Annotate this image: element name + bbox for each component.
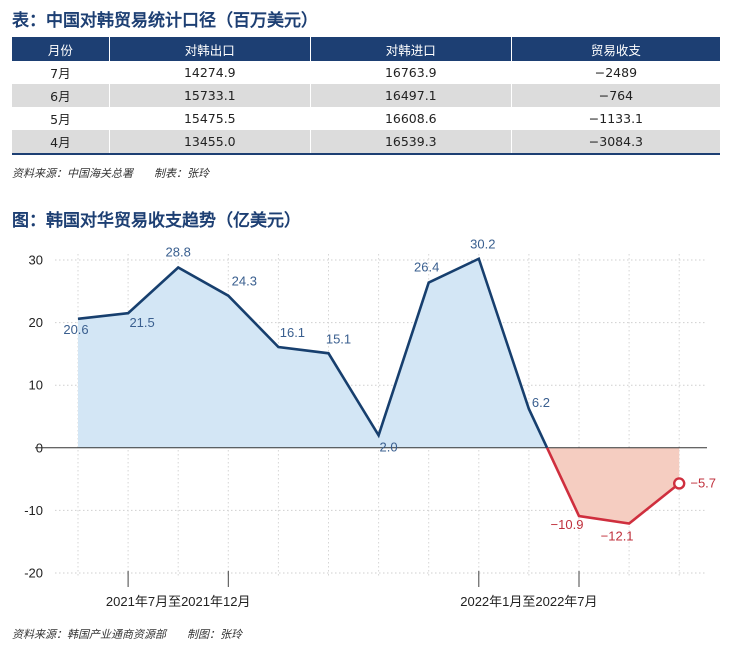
- negative-series-line: [545, 447, 681, 525]
- data-label: 15.1: [326, 331, 351, 346]
- cell-export: 15733.1: [108, 84, 311, 107]
- table-row: 7月 14274.9 16763.9 −2489: [12, 61, 720, 84]
- data-label: 28.8: [166, 245, 191, 260]
- cell-export: 15475.5: [108, 107, 311, 130]
- data-label: −10.9: [551, 517, 584, 532]
- cell-month: 6月: [12, 84, 110, 107]
- negative-area: [547, 447, 680, 524]
- data-label: −5.7: [690, 475, 716, 490]
- cell-balance: −764: [510, 84, 720, 107]
- y-tick-label: -20: [24, 566, 43, 581]
- chart-title: 图：韩国对华贸易收支趋势（亿美元）: [12, 211, 301, 231]
- cell-import: 16763.9: [309, 61, 512, 84]
- y-tick-label: 20: [29, 315, 43, 330]
- data-label: 2.0: [380, 439, 398, 454]
- table-title: 表：中国对韩贸易统计口径（百万美元）: [12, 11, 318, 31]
- positive-area: [78, 258, 548, 448]
- table-source-note: 资料来源：中国海关总署 制表：张玲: [12, 167, 209, 180]
- chart-source-note: 资料来源：韩国产业通商资源部 制图：张玲: [12, 628, 242, 641]
- data-label: 20.6: [63, 322, 88, 337]
- cell-balance: −1133.1: [510, 107, 720, 130]
- data-label: 6.2: [532, 395, 550, 410]
- data-label: −12.1: [601, 529, 634, 544]
- table-row: 6月 15733.1 16497.1 −764: [12, 84, 720, 107]
- y-tick-label: -10: [24, 503, 43, 518]
- header-balance: 贸易收支: [510, 37, 720, 61]
- data-label: 30.2: [470, 237, 495, 252]
- table-row: 4月 13455.0 16539.3 −3084.3: [12, 130, 720, 155]
- cell-month: 7月: [50, 66, 71, 81]
- table-header-row: 月份 对韩出口 对韩进口 贸易收支: [12, 37, 720, 61]
- cell-import: 16608.6: [309, 107, 512, 130]
- series-end-marker: [673, 477, 686, 490]
- header-export: 对韩出口: [108, 37, 311, 61]
- y-tick-label: 30: [29, 253, 43, 268]
- cell-import: 16539.3: [309, 130, 512, 155]
- cell-export: 14274.9: [108, 61, 311, 84]
- y-tick-label: 10: [29, 378, 43, 393]
- cell-month: 5月: [50, 112, 71, 127]
- table-row: 5月 15475.5 16608.6 −1133.1: [12, 107, 720, 130]
- header-month: 月份: [12, 37, 110, 61]
- data-label: 21.5: [129, 315, 154, 330]
- cell-import: 16497.1: [309, 84, 512, 107]
- x-group-label: 2022年1月至2022年7月: [460, 594, 597, 609]
- header-import: 对韩进口: [309, 37, 512, 61]
- x-group-label: 2021年7月至2021年12月: [106, 594, 251, 609]
- data-label: 16.1: [280, 325, 305, 340]
- cell-month: 4月: [12, 130, 110, 155]
- data-label: 24.3: [232, 274, 257, 289]
- cell-export: 13455.0: [108, 130, 311, 155]
- data-label: 26.4: [414, 260, 439, 275]
- trade-table: 月份 对韩出口 对韩进口 贸易收支 7月 14274.9 16763.9 −24…: [12, 37, 720, 155]
- positive-series-line: [77, 256, 549, 449]
- cell-balance: −2489: [510, 61, 720, 84]
- cell-balance: −3084.3: [510, 130, 720, 155]
